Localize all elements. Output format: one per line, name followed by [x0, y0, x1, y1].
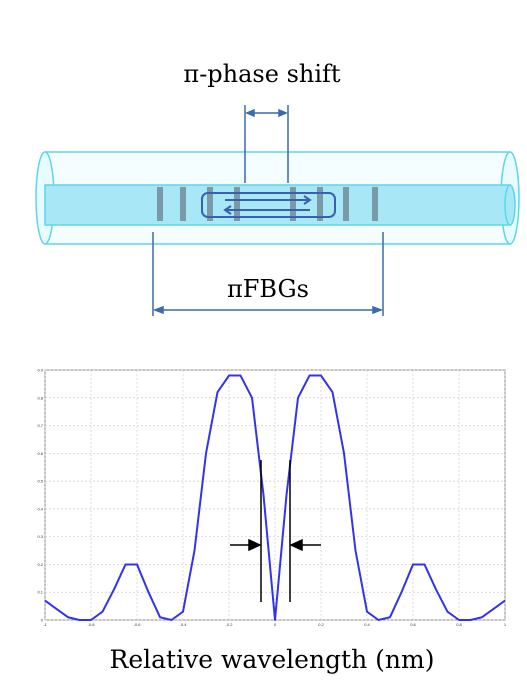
- phase-label: π-phase shift: [183, 60, 340, 88]
- y-tick-label: 0.2: [37, 562, 43, 567]
- y-tick-label: 0.8: [37, 395, 43, 400]
- x-tick-label: 0.8: [456, 622, 462, 627]
- x-tick-label: 0.4: [364, 622, 370, 627]
- x-tick-label: -0.8: [88, 622, 96, 627]
- plot: 00.10.20.30.40.50.60.70.80.9-1-0.8-0.6-0…: [37, 368, 506, 628]
- figure: π-phase shift πFBGs 00.10.20.30.40.50.60…: [0, 0, 527, 699]
- y-tick-label: 0.5: [37, 479, 43, 484]
- x-tick-label: -0.6: [134, 622, 142, 627]
- y-tick-label: 0.9: [37, 368, 43, 373]
- x-tick-label: 0.6: [410, 622, 416, 627]
- core-end: [505, 185, 515, 225]
- grating-label: πFBGs: [227, 275, 309, 303]
- x-axis-label: Relative wavelength (nm): [110, 645, 435, 674]
- y-tick-label: 0.3: [37, 534, 43, 539]
- y-tick-label: 0.7: [37, 423, 43, 428]
- x-tick-label: 0.2: [318, 622, 324, 627]
- y-tick-label: 0.6: [37, 451, 43, 456]
- y-tick-label: 0.1: [37, 590, 43, 595]
- y-tick-label: 0.4: [37, 506, 43, 511]
- x-tick-label: -0.2: [226, 622, 234, 627]
- core: [45, 185, 510, 225]
- page: π-phase shift πFBGs 00.10.20.30.40.50.60…: [0, 0, 527, 699]
- fiber-diagram: [36, 152, 519, 244]
- x-tick-label: -0.4: [180, 622, 188, 627]
